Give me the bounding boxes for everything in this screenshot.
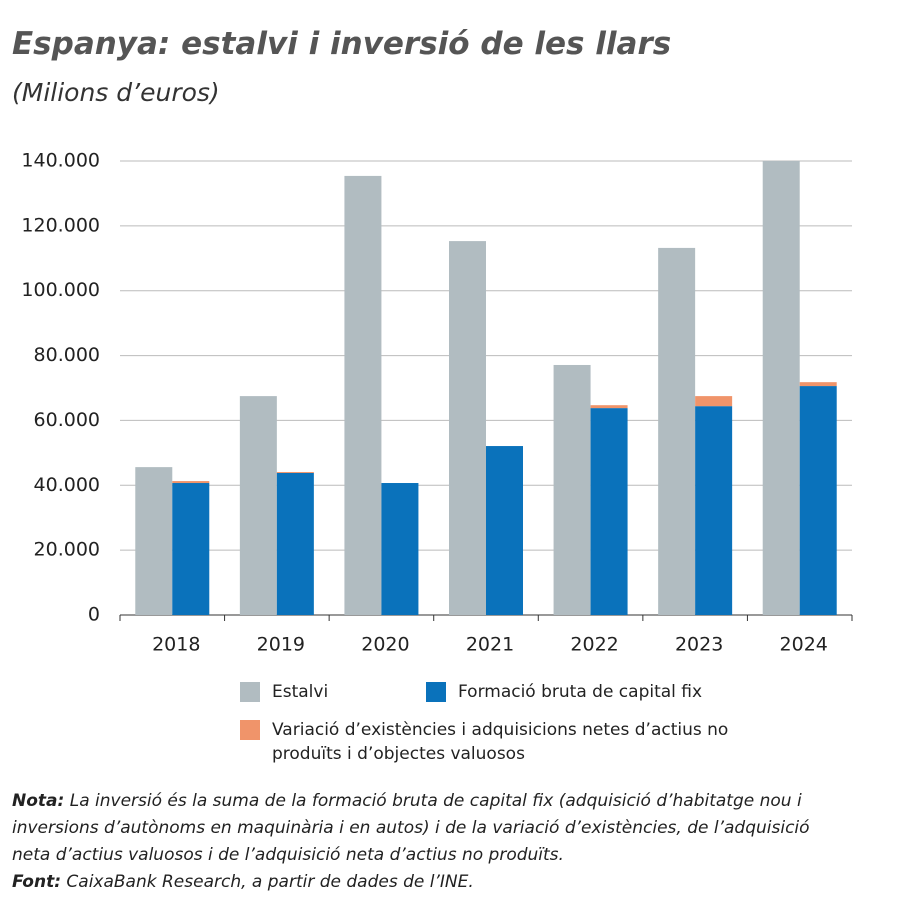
bar	[553, 364, 591, 615]
bar	[239, 396, 277, 615]
bar	[590, 405, 628, 409]
note: Nota: La inversió és la suma de la forma…	[12, 788, 852, 869]
legend-swatch	[426, 682, 446, 702]
chart-title: Espanya: estalvi i inversió de les llars	[12, 26, 672, 62]
x-tick-label: 2020	[361, 634, 409, 656]
chart-subtitle: (Milions d’euros)	[12, 78, 220, 107]
x-tick-label: 2021	[466, 634, 514, 656]
note: Font: CaixaBank Research, a partir de da…	[12, 869, 852, 896]
legend-item: Variació d’existències i adquisicions ne…	[240, 718, 750, 766]
note-label: Font:	[12, 872, 61, 892]
bar	[449, 241, 486, 615]
x-tick-label: 2019	[257, 634, 305, 656]
bar	[344, 175, 382, 615]
bar	[658, 247, 696, 615]
legend-item: Formació bruta de capital fix	[426, 680, 702, 704]
y-tick-label: 60.000	[34, 409, 100, 431]
note-text: La inversió és la suma de la formació br…	[12, 791, 810, 865]
y-tick-label: 100.000	[21, 279, 100, 301]
bar	[276, 472, 314, 615]
bar	[381, 483, 419, 615]
bar	[276, 471, 314, 473]
y-tick-label: 40.000	[34, 474, 100, 496]
legend-label: Formació bruta de capital fix	[458, 682, 703, 702]
notes: Nota: La inversió és la suma de la forma…	[12, 788, 852, 896]
note-label: Nota:	[12, 791, 65, 811]
bar	[590, 408, 628, 615]
bar	[799, 382, 837, 387]
legend-label: Estalvi	[272, 682, 329, 702]
y-tick-label: 0	[88, 604, 100, 626]
bar	[762, 161, 800, 615]
note-text: CaixaBank Research, a partir de dades de…	[66, 872, 474, 892]
bar	[695, 396, 733, 407]
bar	[486, 446, 523, 615]
bar	[695, 406, 733, 615]
y-tick-label: 120.000	[21, 214, 100, 236]
bar	[172, 481, 210, 484]
x-tick-label: 2023	[675, 634, 723, 656]
bar	[135, 467, 173, 615]
bar	[172, 483, 210, 615]
x-tick-label: 2024	[780, 634, 828, 656]
y-tick-label: 80.000	[34, 344, 100, 366]
legend-item: Estalvi	[240, 680, 328, 704]
x-tick-label: 2022	[570, 634, 618, 656]
y-tick-label: 140.000	[21, 150, 100, 172]
y-tick-label: 20.000	[34, 539, 100, 561]
legend-label: Variació d’existències i adquisicions ne…	[272, 720, 729, 764]
bar	[799, 386, 837, 615]
legend-swatch	[240, 682, 260, 702]
x-tick-label: 2018	[152, 634, 200, 656]
legend-swatch	[240, 720, 260, 740]
